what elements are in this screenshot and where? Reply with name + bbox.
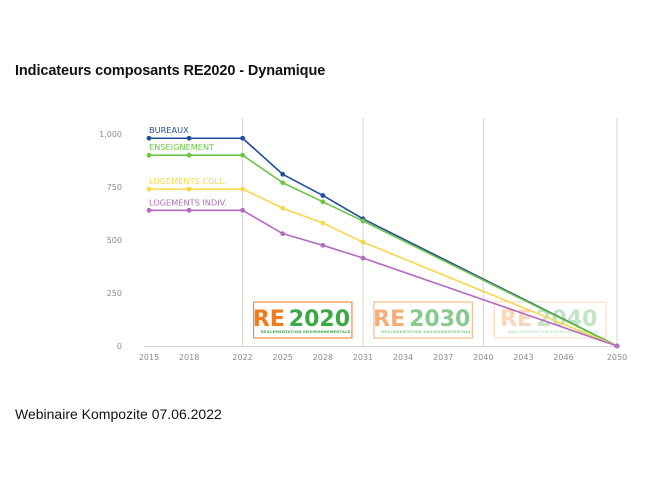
x-tick-label: 2034 bbox=[393, 353, 413, 362]
data-point bbox=[240, 152, 246, 158]
data-point bbox=[320, 242, 326, 248]
data-point bbox=[320, 193, 326, 198]
data-point bbox=[240, 186, 246, 192]
data-point bbox=[360, 239, 366, 245]
re-logo-prefix: RE bbox=[373, 307, 405, 332]
re-logo-subtitle: RÉGLEMENTATION ENVIRONNEMENTALE bbox=[261, 329, 351, 334]
x-tick-label: 2022 bbox=[232, 353, 252, 362]
y-axis-tick-labels: 0 250 500 750 1,000 bbox=[99, 130, 122, 351]
series-logements-coll- bbox=[146, 186, 620, 349]
series-lines bbox=[146, 135, 620, 349]
series-label: ENSEIGNEMENT bbox=[149, 142, 215, 152]
data-point bbox=[320, 220, 326, 226]
data-point bbox=[186, 152, 192, 158]
slide-title: Indicateurs composants RE2020 - Dynamiqu… bbox=[15, 63, 326, 79]
slide-footer: Webinaire Kompozite 07.06.2022 bbox=[15, 406, 222, 422]
y-tick-label: 1,000 bbox=[99, 130, 122, 139]
data-point bbox=[240, 207, 246, 213]
data-point bbox=[186, 135, 192, 141]
data-point bbox=[146, 207, 152, 213]
data-point bbox=[280, 205, 286, 211]
y-tick-label: 750 bbox=[107, 183, 122, 192]
re-logo-year: 2030 bbox=[409, 307, 470, 332]
data-point bbox=[146, 135, 152, 141]
re-logo-frame bbox=[373, 301, 473, 339]
data-point bbox=[280, 231, 286, 237]
re-logo-frame bbox=[253, 301, 353, 339]
x-tick-label: 2031 bbox=[353, 353, 373, 362]
series-label: LOGEMENTS COLL. bbox=[149, 176, 226, 186]
x-tick-label: 2040 bbox=[473, 353, 493, 362]
series-label: LOGEMENTS INDIV. bbox=[149, 197, 227, 207]
x-tick-label: 2037 bbox=[433, 353, 453, 362]
x-tick-label: 2050 bbox=[607, 353, 627, 362]
y-tick-label: 500 bbox=[107, 236, 122, 245]
x-tick-label: 2043 bbox=[513, 353, 533, 362]
re-logo-subtitle: RÉGLEMENTATION ENVIRONNEMENTALE bbox=[508, 329, 598, 334]
x-tick-label: 2018 bbox=[179, 353, 199, 362]
data-point bbox=[146, 186, 152, 192]
y-tick-label: 250 bbox=[107, 289, 122, 298]
data-point bbox=[186, 207, 192, 213]
x-tick-label: 2025 bbox=[273, 353, 293, 362]
series-label: BUREAUX bbox=[149, 125, 189, 135]
data-point bbox=[360, 255, 366, 261]
x-tick-label: 2046 bbox=[553, 353, 573, 362]
data-point bbox=[186, 186, 192, 192]
x-tick-label: 2015 bbox=[139, 353, 159, 362]
re-logo-subtitle: RÉGLEMENTATION ENVIRONNEMENTALE bbox=[381, 329, 471, 334]
data-point bbox=[360, 218, 366, 224]
series-logements-indiv- bbox=[146, 207, 620, 349]
data-point bbox=[320, 199, 326, 205]
re-logo-prefix: RE bbox=[253, 307, 285, 332]
y-tick-label: 0 bbox=[117, 342, 122, 351]
data-point bbox=[240, 135, 246, 141]
series-labels: BUREAUX ENSEIGNEMENT LOGEMENTS COLL. LOGEME… bbox=[149, 125, 227, 207]
data-point bbox=[280, 180, 286, 186]
data-point bbox=[146, 152, 152, 158]
data-point bbox=[614, 343, 620, 349]
x-axis-tick-labels: 2015 2018 2022 2025 2028 2031 2034 2037 2040 2043… bbox=[139, 353, 627, 362]
x-tick-label: 2028 bbox=[313, 353, 333, 362]
re-logo-year: 2020 bbox=[289, 307, 350, 332]
data-point bbox=[280, 171, 286, 177]
